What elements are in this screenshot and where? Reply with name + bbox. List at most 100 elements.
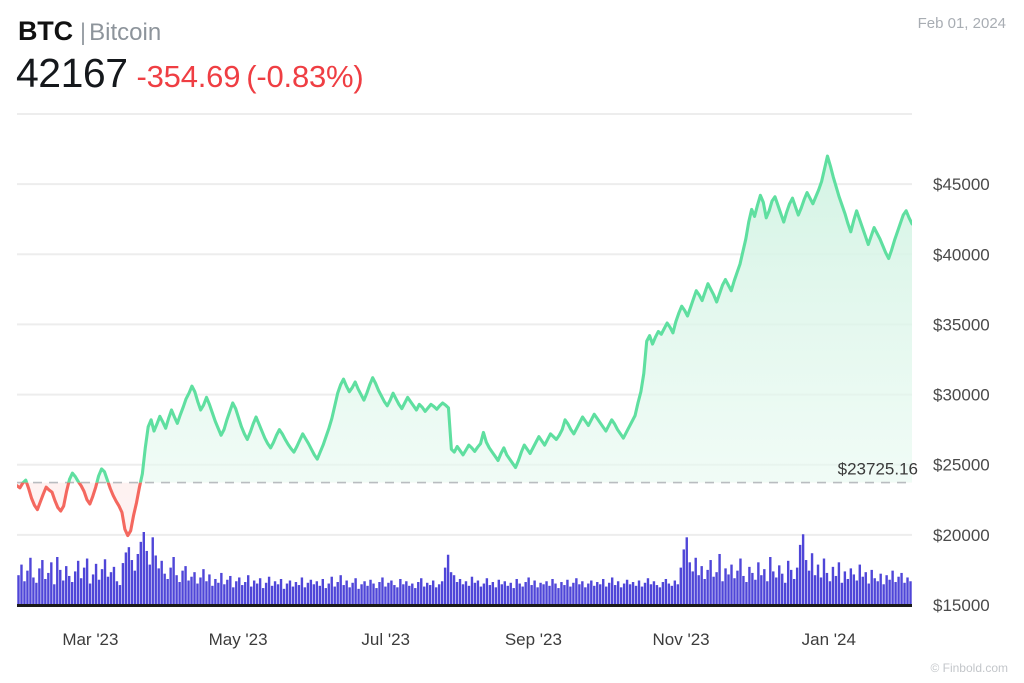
volume-bar (369, 579, 372, 604)
volume-bar (828, 581, 832, 604)
volume-bar (855, 580, 859, 604)
volume-bar (411, 583, 414, 604)
volume-bar (142, 532, 145, 604)
volume-bar (121, 563, 125, 604)
header-date: Feb 01, 2024 (917, 15, 1006, 32)
volume-bar (613, 585, 617, 604)
volume-bar (512, 588, 515, 604)
volume-bar (452, 575, 456, 604)
volume-bar (527, 577, 530, 604)
volume-bar (634, 585, 638, 604)
volume-bar (169, 567, 172, 604)
volume-bar (476, 580, 480, 604)
volume-bar (41, 560, 44, 604)
volume-bar (285, 583, 289, 604)
volume-bar (810, 553, 814, 604)
volume-bar (455, 582, 459, 604)
volume-bar (652, 581, 656, 604)
volume-bar (473, 582, 477, 604)
volume-bar (363, 581, 366, 604)
volume-bar (232, 587, 235, 604)
y-axis-tick-label: $45000 (933, 175, 990, 194)
volume-bar (17, 575, 20, 604)
volume-bar (894, 582, 897, 604)
volume-bar (906, 577, 909, 604)
volume-bar (622, 583, 626, 604)
volume-bar (351, 582, 354, 604)
volume-bar (798, 544, 802, 604)
volume-bar (655, 585, 659, 604)
volume-bar (646, 578, 650, 604)
volume-bar (309, 579, 313, 604)
volume-bar (578, 584, 581, 604)
volume-bar (160, 560, 163, 604)
volume-bar (402, 584, 405, 604)
volume-bar (267, 576, 271, 604)
volume-bar (658, 587, 662, 604)
volume-bar (303, 587, 307, 604)
volume-bar (843, 571, 847, 604)
volume-bar (354, 578, 357, 604)
volume-bar (375, 588, 378, 604)
volume-bar (795, 567, 799, 604)
volume-bar (26, 570, 29, 604)
volume-bar (73, 571, 77, 604)
volume-bar (190, 576, 193, 604)
volume-bar (79, 578, 83, 604)
volume-bar (536, 587, 539, 604)
volume-bar (861, 576, 864, 604)
x-axis-tick-label: Nov '23 (653, 630, 710, 649)
volume-bar (434, 587, 438, 604)
volume-bar (235, 581, 238, 604)
volume-bar (336, 582, 339, 604)
volume-bar (721, 581, 724, 604)
volume-bar (270, 585, 274, 604)
volume-bar (467, 585, 471, 604)
volume-bar (38, 568, 41, 604)
y-axis-tick-label: $35000 (933, 315, 990, 334)
volume-bar (786, 560, 790, 604)
y-axis-tick-label: $40000 (933, 245, 990, 264)
volume-bar (226, 579, 229, 604)
volume-bar (112, 566, 116, 604)
volume-bar (867, 583, 870, 604)
volume-bar (506, 585, 509, 604)
volume-bar (479, 586, 483, 604)
volume-bar (539, 582, 542, 604)
volume-bar (318, 585, 322, 604)
volume-bar (136, 553, 140, 604)
volume-bar (443, 567, 447, 604)
volume-bar (29, 557, 32, 604)
footer-credit: © Finbold.com (930, 661, 1008, 675)
volume-bar (70, 582, 74, 604)
volume-bar (244, 582, 247, 604)
volume-bar (876, 581, 879, 604)
volume-bar (575, 578, 578, 604)
volume-bar (769, 557, 772, 604)
volume-bar (792, 578, 796, 604)
volume-bar (599, 584, 602, 604)
volume-bar (390, 580, 393, 604)
volume-bar (44, 578, 47, 604)
x-axis-tick-label: May '23 (209, 630, 268, 649)
volume-bar (742, 575, 745, 604)
volume-bar (342, 585, 345, 604)
volume-bar (563, 585, 566, 604)
volume-bar (205, 581, 208, 604)
volume-bar (482, 583, 486, 604)
volume-bar (667, 583, 671, 604)
volume-bar (605, 586, 608, 604)
volume-bar (801, 534, 805, 604)
volume-bar (261, 588, 265, 604)
volume-bar (584, 587, 587, 604)
volume-bar (849, 568, 853, 604)
x-axis-tick-label: Jul '23 (361, 630, 410, 649)
volume-bar (32, 577, 35, 604)
chart-header: BTC | Bitcoin 42167 -354.69 (-0.83%) Feb 01,… (0, 0, 1024, 110)
volume-bar (518, 583, 521, 604)
volume-bar (249, 586, 253, 604)
volume-bar (193, 572, 196, 604)
chart-y-axis-labels: $15000 $20000 $25000 $30000 $35000 $40000 $450… (933, 175, 990, 615)
volume-bar (399, 578, 402, 604)
volume-bar (607, 582, 611, 604)
